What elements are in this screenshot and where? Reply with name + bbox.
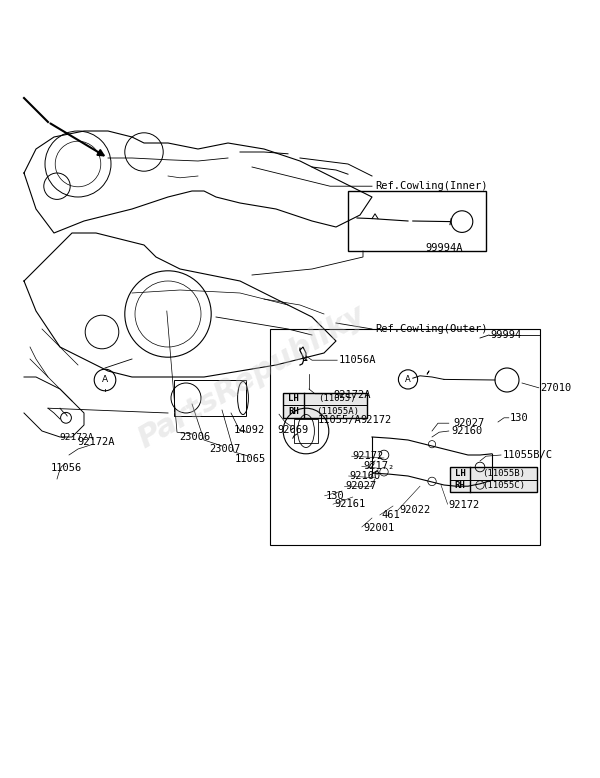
Text: 11065: 11065	[235, 454, 266, 464]
Text: (11055): (11055)	[319, 394, 356, 404]
Text: 11056: 11056	[50, 463, 82, 473]
Text: 92172: 92172	[353, 451, 384, 461]
Text: 92172A: 92172A	[59, 433, 94, 441]
Text: (11055A): (11055A)	[316, 407, 359, 416]
Text: 9217₂: 9217₂	[363, 461, 394, 471]
Text: 23007: 23007	[209, 444, 241, 454]
Text: 11055B/C: 11055B/C	[503, 450, 553, 460]
Text: A: A	[102, 376, 108, 384]
Text: 14092: 14092	[233, 425, 265, 435]
Text: PartsRepubliky: PartsRepubliky	[133, 300, 371, 454]
Text: Ref.Cowling(Inner): Ref.Cowling(Inner)	[375, 181, 487, 191]
Text: 92161: 92161	[334, 499, 365, 509]
Text: 92172A: 92172A	[333, 390, 371, 400]
Text: 92172A: 92172A	[77, 436, 115, 447]
Text: RH: RH	[455, 482, 466, 490]
Text: 92172: 92172	[449, 500, 480, 510]
Text: 27010: 27010	[540, 383, 571, 393]
Text: 92027: 92027	[345, 482, 376, 491]
Text: 11056A: 11056A	[339, 356, 377, 365]
Text: 92022: 92022	[399, 505, 430, 515]
Text: 23006: 23006	[179, 432, 211, 442]
Text: 130: 130	[510, 413, 529, 422]
Text: LH: LH	[288, 394, 299, 404]
Text: 99994: 99994	[491, 330, 522, 340]
Text: (11055B): (11055B)	[482, 469, 526, 478]
Text: Ref.Cowling(Outer): Ref.Cowling(Outer)	[375, 324, 487, 334]
Bar	[450, 467, 537, 492]
Text: 92172: 92172	[360, 415, 391, 426]
Text: 92001: 92001	[363, 523, 394, 533]
Text: 92160: 92160	[451, 426, 482, 436]
Text: RH: RH	[288, 407, 299, 416]
Text: 92069: 92069	[277, 425, 308, 435]
Text: (11055C): (11055C)	[482, 482, 526, 490]
Text: A: A	[405, 375, 411, 384]
Text: 461: 461	[381, 510, 400, 520]
Bar	[294, 419, 318, 443]
Text: 92027: 92027	[453, 419, 484, 428]
Text: 11055/A: 11055/A	[318, 415, 362, 426]
Text: 99994A: 99994A	[425, 243, 463, 253]
Bar	[174, 380, 246, 416]
Bar	[283, 393, 367, 418]
Text: 130: 130	[326, 491, 344, 501]
Bar	[348, 191, 486, 251]
Bar	[270, 329, 540, 545]
Text: LH: LH	[455, 469, 466, 478]
Text: 92160: 92160	[350, 471, 381, 481]
